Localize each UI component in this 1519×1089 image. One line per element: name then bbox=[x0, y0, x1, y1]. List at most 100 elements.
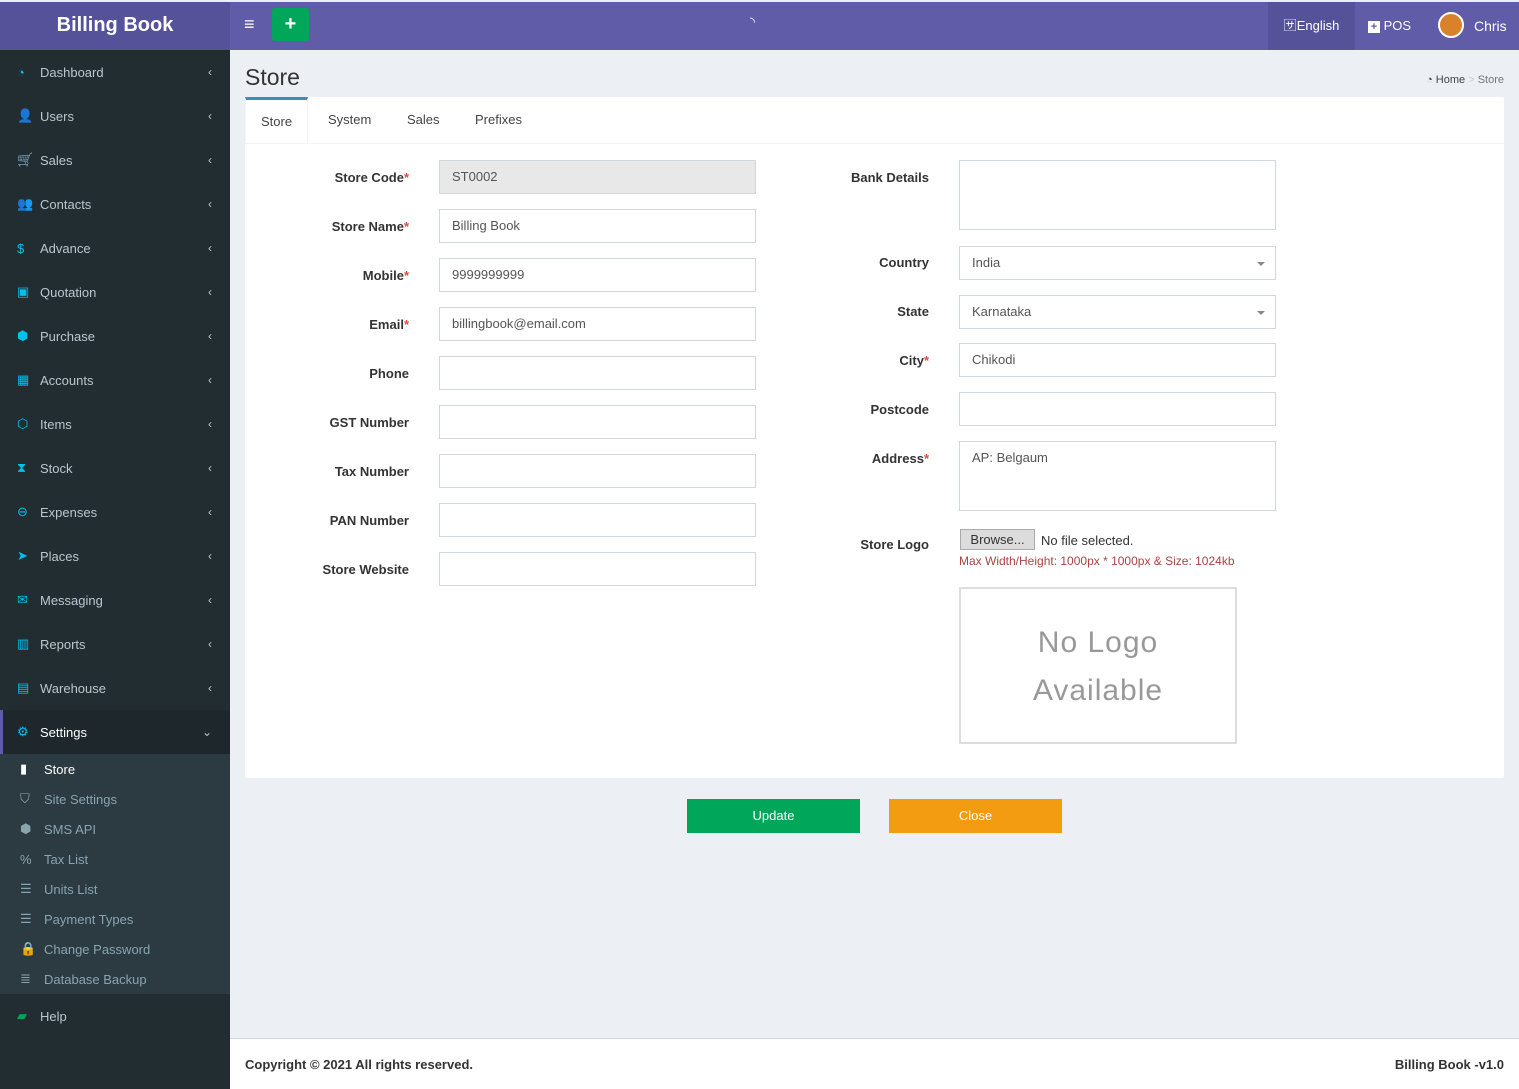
postcode-input[interactable] bbox=[959, 392, 1276, 426]
bank-details-textarea[interactable] bbox=[959, 160, 1276, 230]
sidebar-item-label: Sales bbox=[40, 152, 73, 168]
submenu-item-payment-types[interactable]: ☰ Payment Types bbox=[0, 904, 230, 934]
sidebar-item-label: Warehouse bbox=[40, 680, 106, 696]
tab-store[interactable]: Store bbox=[245, 97, 309, 143]
tab-system[interactable]: System bbox=[328, 112, 372, 127]
chevron-left-icon: ‹ bbox=[208, 153, 212, 167]
chevron-left-icon: ‹ bbox=[208, 417, 212, 431]
building-icon: ▤ bbox=[17, 680, 30, 695]
add-new-button[interactable]: + bbox=[272, 8, 309, 41]
dollar-icon: $ bbox=[17, 240, 25, 256]
dashboard-icon: ◔ bbox=[17, 64, 25, 80]
hamburger-menu-icon[interactable]: ≡ bbox=[244, 14, 255, 34]
submenu-item-site-settings[interactable]: ⛉ Site Settings bbox=[0, 784, 230, 814]
breadcrumb-home[interactable]: Home bbox=[1435, 74, 1466, 86]
address-label: Address* bbox=[871, 451, 929, 466]
user-menu[interactable]: Chris bbox=[1474, 18, 1507, 34]
sidebar-item-stock[interactable]: ⧗ Stock ‹ bbox=[0, 446, 230, 490]
pos-link[interactable]: + POS bbox=[1368, 2, 1411, 50]
submenu-item-sms-api[interactable]: ⬢ SMS API bbox=[0, 814, 230, 844]
submenu-item-store[interactable]: ▮ Store bbox=[0, 754, 230, 784]
sidebar-item-label: Contacts bbox=[40, 196, 92, 212]
sidebar-item-places[interactable]: ➤ Places ‹ bbox=[0, 534, 230, 578]
state-label: State bbox=[897, 304, 929, 319]
tax-number-input[interactable] bbox=[439, 454, 756, 488]
sidebar-item-accounts[interactable]: ▦ Accounts ‹ bbox=[0, 358, 230, 402]
tab-sales[interactable]: Sales bbox=[407, 112, 440, 127]
sidebar-item-users[interactable]: 👤 Users ‹ bbox=[0, 94, 230, 138]
sidebar: ◔ Dashboard ‹ 👤 Users ‹ 🛒 Sales ‹ 👥 Contacts ‹ $ Adva… bbox=[0, 50, 230, 1089]
email-input[interactable]: billingbook@email.com bbox=[439, 307, 756, 341]
submenu-item-change-password[interactable]: 🔒 Change Password bbox=[0, 934, 230, 964]
footer: Copyright © 2021 All rights reserved. Bi… bbox=[230, 1038, 1519, 1089]
country-select[interactable]: India bbox=[959, 246, 1276, 280]
loading-spinner-icon: ◝ bbox=[750, 14, 756, 29]
cube-icon: ⬢ bbox=[20, 821, 32, 836]
avatar[interactable] bbox=[1438, 12, 1464, 38]
sidebar-item-settings[interactable]: ⚙ Settings ⌄ bbox=[0, 710, 230, 754]
chevron-left-icon: ‹ bbox=[208, 197, 212, 211]
sidebar-item-messaging[interactable]: ✉ Messaging ‹ bbox=[0, 578, 230, 622]
file-status: No file selected. bbox=[1041, 533, 1134, 548]
phone-label: Phone bbox=[369, 366, 409, 381]
language-selector[interactable]: 🈂English bbox=[1268, 2, 1355, 50]
close-button[interactable]: Close bbox=[889, 799, 1062, 833]
tab-prefixes[interactable]: Prefixes bbox=[475, 112, 522, 127]
sidebar-item-label: Messaging bbox=[40, 592, 103, 608]
mobile-input[interactable]: 9999999999 bbox=[439, 258, 756, 292]
version: Billing Book -v1.0 bbox=[1394, 1057, 1504, 1072]
breadcrumb-current: Store bbox=[1477, 74, 1504, 86]
city-input[interactable]: Chikodi bbox=[959, 343, 1276, 377]
chevron-left-icon: ‹ bbox=[208, 373, 212, 387]
sidebar-item-dashboard[interactable]: ◔ Dashboard ‹ bbox=[0, 50, 230, 94]
phone-input[interactable] bbox=[439, 356, 756, 390]
submenu-item-label: Tax List bbox=[44, 851, 89, 867]
users-icon: 👥 bbox=[17, 196, 34, 211]
mobile-label: Mobile* bbox=[362, 268, 409, 283]
store-website-label: Store Website bbox=[322, 562, 409, 577]
app-logo[interactable]: Billing Book bbox=[0, 2, 230, 50]
submenu-item-units-list[interactable]: ☰ Units List bbox=[0, 874, 230, 904]
bar-chart-icon: ▥ bbox=[17, 636, 30, 651]
sidebar-item-help[interactable]: ▰ Help bbox=[0, 994, 230, 1038]
submenu-item-label: Database Backup bbox=[44, 971, 147, 987]
browse-button[interactable]: Browse... bbox=[960, 529, 1035, 550]
lock-icon: 🔒 bbox=[20, 941, 37, 956]
plus-square-icon: + bbox=[1368, 21, 1380, 33]
email-label: Email* bbox=[369, 317, 409, 332]
store-name-input[interactable]: Billing Book bbox=[439, 209, 756, 243]
submenu-item-tax-list[interactable]: % Tax List bbox=[0, 844, 230, 874]
sidebar-item-contacts[interactable]: 👥 Contacts ‹ bbox=[0, 182, 230, 226]
cart-icon: 🛒 bbox=[17, 152, 34, 167]
submenu-item-label: Site Settings bbox=[44, 791, 117, 807]
sidebar-item-purchase[interactable]: ⬢ Purchase ‹ bbox=[0, 314, 230, 358]
store-name-label: Store Name* bbox=[331, 219, 409, 234]
address-textarea[interactable]: AP: Belgaum bbox=[959, 441, 1276, 511]
sidebar-item-label: Users bbox=[40, 108, 74, 124]
sidebar-item-reports[interactable]: ▥ Reports ‹ bbox=[0, 622, 230, 666]
store-website-input[interactable] bbox=[439, 552, 756, 586]
submenu-item-database-backup[interactable]: ≣ Database Backup bbox=[0, 964, 230, 994]
submenu-item-label: SMS API bbox=[44, 821, 97, 837]
chevron-left-icon: ‹ bbox=[208, 285, 212, 299]
state-select[interactable]: Karnataka bbox=[959, 295, 1276, 329]
store-code-input[interactable]: ST0002 bbox=[439, 160, 756, 194]
settings-submenu: ▮ Store ⛉ Site Settings ⬢ SMS API % Tax List ☰ Un… bbox=[0, 754, 230, 994]
update-button[interactable]: Update bbox=[687, 799, 860, 833]
sidebar-item-advance[interactable]: $ Advance ‹ bbox=[0, 226, 230, 270]
gst-number-input[interactable] bbox=[439, 405, 756, 439]
sidebar-item-label: Quotation bbox=[40, 284, 97, 300]
sidebar-item-quotation[interactable]: ▣ Quotation ‹ bbox=[0, 270, 230, 314]
page-title: Store bbox=[245, 64, 300, 90]
breadcrumb-separator: > bbox=[1468, 74, 1475, 86]
store-logo-label: Store Logo bbox=[860, 537, 929, 552]
shield-icon: ⛉ bbox=[20, 791, 30, 806]
pan-number-input[interactable] bbox=[439, 503, 756, 537]
sidebar-item-items[interactable]: ⬡ Items ‹ bbox=[0, 402, 230, 446]
hourglass-icon: ⧗ bbox=[17, 460, 27, 475]
chevron-left-icon: ‹ bbox=[208, 329, 212, 343]
sidebar-item-warehouse[interactable]: ▤ Warehouse ‹ bbox=[0, 666, 230, 710]
top-navbar: ≡ + ◝ 🈂English + POS Chris bbox=[230, 2, 1519, 50]
sidebar-item-sales[interactable]: 🛒 Sales ‹ bbox=[0, 138, 230, 182]
sidebar-item-expenses[interactable]: ⊖ Expenses ‹ bbox=[0, 490, 230, 534]
